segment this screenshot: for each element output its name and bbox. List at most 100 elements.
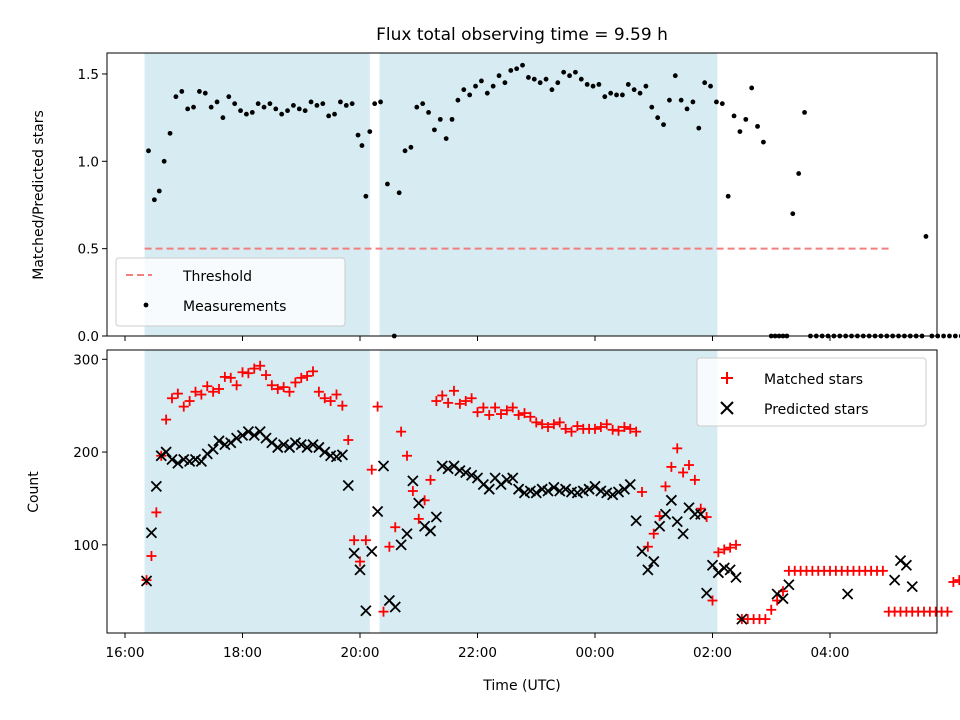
measurement-point: [279, 111, 285, 117]
predicted-star-point: [906, 580, 918, 593]
matched-star-point: [167, 393, 177, 404]
matched-star-point: [948, 576, 959, 587]
measurement-point: [285, 108, 290, 114]
predicted-star-point: [407, 475, 419, 487]
bottom-legend: Matched stars Predicted stars: [696, 357, 927, 427]
measurement-point: [363, 193, 369, 199]
predicted-star-point: [736, 613, 748, 625]
measurement-point: [426, 109, 431, 115]
measurement-point: [573, 69, 578, 75]
matched-star-point: [349, 535, 360, 546]
measurement-point: [725, 193, 731, 199]
measurement-point: [461, 87, 467, 93]
measurement-point: [602, 94, 608, 100]
measurement-point: [702, 80, 708, 86]
matched-star-point: [402, 450, 412, 461]
measurement-point: [372, 101, 378, 107]
measurements-legend-label: Measurements: [183, 299, 286, 315]
predicted-star-point: [606, 489, 619, 501]
predicted-star-point: [401, 528, 413, 540]
matched-legend-swatch: [721, 372, 733, 384]
matched-star-point: [225, 372, 236, 383]
measurement-point: [755, 123, 760, 129]
measurement-point: [473, 83, 478, 89]
measurement-point: [343, 103, 349, 108]
measurement-point: [226, 94, 232, 100]
measurement-point: [614, 92, 619, 98]
measurement-point: [649, 104, 655, 110]
matched-star-point: [478, 402, 489, 413]
measurement-point: [537, 80, 543, 86]
predicted-star-point: [624, 478, 636, 491]
matched-star-point: [355, 556, 365, 567]
measurement-point: [202, 90, 208, 96]
matched-star-point: [372, 401, 383, 412]
top-y-axis-title: Matched/Predicted stars: [31, 110, 47, 280]
observing-windows: [144, 53, 718, 336]
matched-star-point: [319, 393, 330, 404]
matched-star-point: [590, 423, 600, 434]
matched-star-point: [407, 486, 418, 497]
top-legend: Threshold Measurements: [115, 257, 346, 327]
measurement-point: [449, 116, 455, 122]
measurement-point: [197, 89, 202, 94]
measurement-point: [326, 113, 332, 119]
matched-star-point: [172, 388, 183, 399]
measurement-point: [514, 66, 520, 72]
matched-star-point: [431, 396, 442, 407]
matched-star-point: [695, 503, 706, 514]
top-legend-box: [115, 257, 346, 327]
matched-star-point: [490, 402, 501, 413]
matched-star-point: [313, 386, 324, 397]
matched-star-point: [366, 464, 377, 475]
measurement-point: [690, 99, 696, 105]
measurement-point: [437, 116, 443, 122]
predicted-star-point: [700, 587, 713, 599]
measurement-point: [749, 85, 755, 91]
measurement-point: [367, 129, 373, 135]
predicted-star-point: [430, 511, 443, 523]
measurement-point: [549, 87, 555, 93]
matched-star-point: [413, 513, 424, 524]
x-tick-label: 04:00: [811, 645, 850, 661]
matched-star-point: [619, 422, 630, 433]
matched-star-point: [689, 474, 700, 485]
measurement-point: [520, 62, 525, 68]
measurement-point: [378, 99, 383, 105]
predicted-star-point: [542, 485, 554, 497]
y-tick-label: 200: [73, 445, 99, 461]
matched-star-point: [466, 393, 477, 404]
matched-star-point: [449, 385, 459, 396]
matched-star-point: [572, 421, 583, 432]
x-tick-label: 20:00: [341, 645, 380, 661]
measurement-point: [402, 148, 408, 154]
matched-star-point: [343, 435, 354, 446]
measurement-point: [790, 211, 796, 217]
matched-star-point: [161, 414, 172, 425]
measurement-point: [526, 75, 531, 80]
measurement-point: [708, 83, 713, 89]
measurement-point: [359, 143, 365, 148]
measurement-point: [637, 90, 643, 96]
measurement-point: [947, 333, 952, 339]
matched-star-point: [284, 386, 295, 397]
matched-star-point: [196, 389, 207, 400]
matched-star-point: [560, 423, 571, 434]
predicted-star-point: [507, 472, 519, 484]
predicted-star-point: [841, 588, 854, 600]
x-tick-label: 22:00: [458, 645, 497, 661]
predicted-star-point: [150, 480, 162, 493]
measurement-point: [620, 92, 625, 98]
bottom-y-axis-title: Count: [26, 471, 42, 513]
measurement-point: [684, 106, 690, 112]
measurement-point: [661, 122, 666, 128]
bottom-x-axis: 16:00 18:00 20:00 22:00 00:00 02:00 04:00: [106, 633, 850, 661]
matched-star-point: [384, 541, 395, 552]
measurement-point: [467, 92, 473, 98]
measurement-point: [308, 99, 314, 105]
matched-star-point: [331, 389, 342, 400]
predicted-star-point: [460, 466, 472, 479]
matched-star-point: [202, 381, 213, 392]
matched-star-point: [648, 528, 659, 539]
